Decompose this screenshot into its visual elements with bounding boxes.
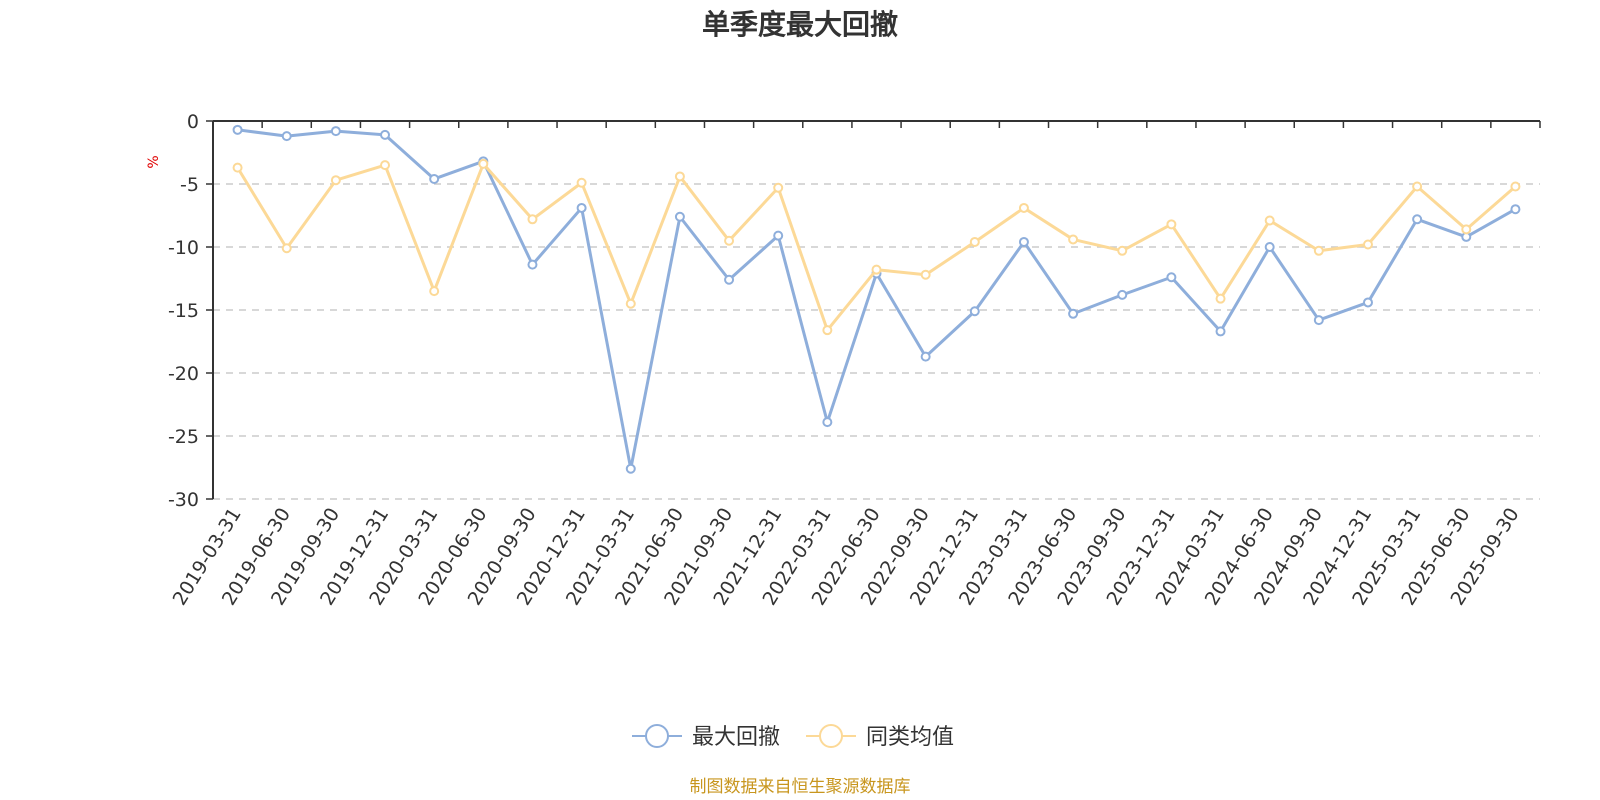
data-point — [822, 417, 833, 428]
data-point — [1412, 181, 1423, 192]
legend[interactable]: 最大回撤 同类均值 — [632, 724, 954, 750]
data-point — [281, 243, 292, 254]
data-point — [1412, 214, 1423, 225]
series-line-1 — [237, 128, 1517, 471]
data-point — [871, 264, 882, 275]
legend-circle-icon — [819, 724, 843, 748]
data-point — [232, 124, 243, 135]
series-lines — [232, 124, 1521, 474]
y-tick-label: -15 — [168, 300, 199, 322]
data-point — [576, 177, 587, 188]
y-tick-label: -25 — [168, 426, 199, 448]
legend-label: 同类均值 — [866, 725, 954, 750]
data-point — [625, 463, 636, 474]
legend-label: 最大回撤 — [692, 725, 780, 750]
data-point — [1215, 326, 1226, 337]
data-point — [1313, 315, 1324, 326]
data-point — [232, 162, 243, 173]
data-point — [576, 202, 587, 213]
data-point — [527, 259, 538, 270]
data-point — [969, 306, 980, 317]
legend-item-1[interactable]: 最大回撤 — [632, 724, 780, 750]
data-point — [1362, 239, 1373, 250]
data-point — [429, 173, 440, 184]
data-point — [1510, 204, 1521, 215]
data-point — [1510, 181, 1521, 192]
data-point — [724, 235, 735, 246]
y-axis-unit-label: % — [146, 155, 162, 168]
legend-item-2[interactable]: 同类均值 — [806, 724, 954, 750]
data-point — [380, 129, 391, 140]
y-tick-label: 0 — [187, 111, 199, 133]
legend-circle-icon — [645, 724, 669, 748]
data-point — [281, 131, 292, 142]
data-point — [330, 175, 341, 186]
y-tick-label: -30 — [168, 489, 199, 511]
data-point — [1264, 242, 1275, 252]
data-point — [1461, 224, 1472, 235]
chart-title: 单季度最大回撤 — [702, 8, 898, 41]
data-point — [1018, 202, 1029, 213]
data-point — [1068, 308, 1079, 319]
data-point — [625, 298, 636, 309]
data-point — [1166, 219, 1177, 230]
data-point — [773, 230, 784, 241]
data-source-note: 制图数据来自恒生聚源数据库 — [690, 777, 911, 797]
data-point — [527, 214, 538, 225]
data-point — [1018, 236, 1029, 247]
data-point — [1215, 293, 1226, 304]
data-point — [920, 269, 931, 280]
data-point — [1117, 245, 1128, 256]
data-point — [380, 160, 391, 171]
data-point — [478, 158, 489, 169]
data-point — [1362, 297, 1373, 308]
data-point — [429, 286, 440, 297]
data-point — [920, 351, 931, 362]
data-point — [674, 171, 685, 182]
data-point — [969, 236, 980, 247]
data-point — [674, 211, 685, 222]
grid-lines — [213, 183, 1540, 500]
data-point — [1313, 245, 1324, 256]
axes: 0-5-10-15-20-25-302019-03-312019-06-3020… — [168, 111, 1541, 609]
data-point — [1166, 272, 1177, 283]
data-point — [1117, 289, 1128, 300]
data-point — [773, 182, 784, 193]
data-point — [724, 274, 735, 285]
data-point — [822, 325, 833, 336]
y-tick-label: -10 — [168, 237, 199, 259]
y-tick-label: -20 — [168, 363, 199, 385]
data-point — [1264, 215, 1275, 226]
data-point — [330, 126, 341, 137]
data-point — [1068, 234, 1079, 245]
y-tick-label: -5 — [180, 174, 199, 196]
